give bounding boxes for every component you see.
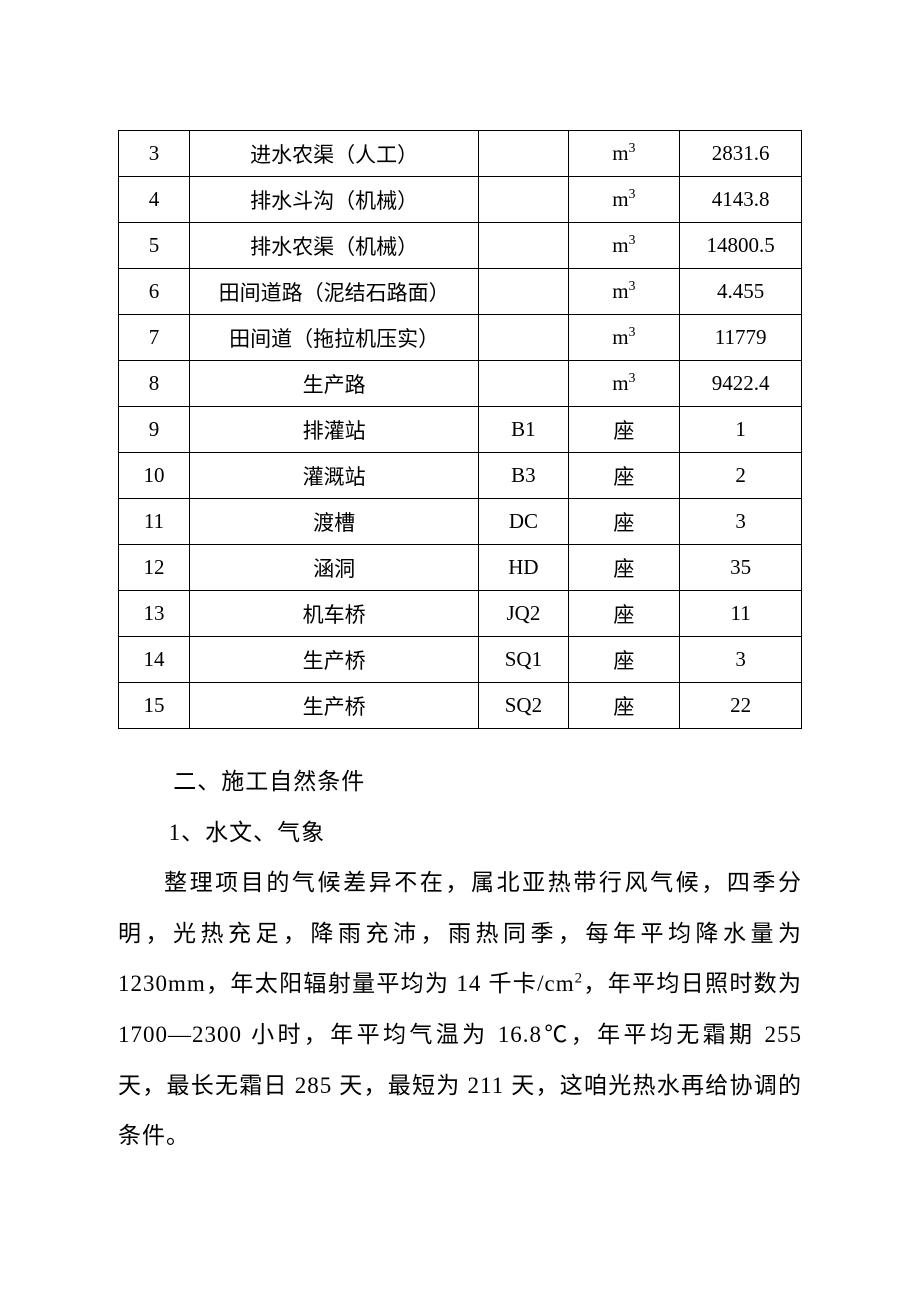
cell-index: 9 [119, 407, 190, 453]
cell-unit: m3 [568, 315, 680, 361]
table-row: 3进水农渠（人工） m32831.6 [119, 131, 802, 177]
cell-value: 2831.6 [680, 131, 802, 177]
cell-code: B1 [479, 407, 568, 453]
cell-code [479, 177, 568, 223]
cell-value: 11 [680, 591, 802, 637]
cell-code [479, 315, 568, 361]
cell-name: 田间道（拖拉机压实） [190, 315, 479, 361]
paragraph-superscript: 2 [575, 971, 583, 987]
cell-code: JQ2 [479, 591, 568, 637]
section-heading: 二、施工自然条件 [118, 757, 802, 808]
cell-value: 22 [680, 683, 802, 729]
cell-value: 2 [680, 453, 802, 499]
table-row: 6田间道路（泥结石路面） m34.455 [119, 269, 802, 315]
cell-unit: 座 [568, 453, 680, 499]
cell-name: 排水斗沟（机械） [190, 177, 479, 223]
cell-unit: 座 [568, 407, 680, 453]
cell-name: 田间道路（泥结石路面） [190, 269, 479, 315]
cell-unit: m3 [568, 223, 680, 269]
table-row: 15生产桥SQ2座22 [119, 683, 802, 729]
cell-unit: 座 [568, 545, 680, 591]
cell-value: 9422.4 [680, 361, 802, 407]
cell-value: 3 [680, 637, 802, 683]
cell-unit: 座 [568, 683, 680, 729]
cell-code: SQ1 [479, 637, 568, 683]
table-row: 5排水农渠（机械） m314800.5 [119, 223, 802, 269]
cell-unit: m3 [568, 361, 680, 407]
cell-code [479, 223, 568, 269]
cell-unit: 座 [568, 499, 680, 545]
table-row: 13机车桥JQ2座11 [119, 591, 802, 637]
cell-value: 11779 [680, 315, 802, 361]
cell-code: B3 [479, 453, 568, 499]
cell-name: 灌溉站 [190, 453, 479, 499]
cell-unit: m3 [568, 131, 680, 177]
paragraph: 整理项目的气候差异不在，属北亚热带行风气候，四季分明，光热充足，降雨充沛，雨热同… [118, 858, 802, 1162]
cell-code [479, 131, 568, 177]
cell-value: 14800.5 [680, 223, 802, 269]
body-text: 二、施工自然条件 1、水文、气象 整理项目的气候差异不在，属北亚热带行风气候，四… [118, 757, 802, 1162]
cell-index: 14 [119, 637, 190, 683]
project-quantity-table: 3进水农渠（人工）m32831.64排水斗沟（机械）m34143.85排水农渠（… [118, 130, 802, 729]
table-row: 12涵洞HD座35 [119, 545, 802, 591]
cell-unit: 座 [568, 591, 680, 637]
table-row: 9排灌站B1座1 [119, 407, 802, 453]
cell-name: 涵洞 [190, 545, 479, 591]
table-row: 10灌溉站B3座2 [119, 453, 802, 499]
cell-name: 进水农渠（人工） [190, 131, 479, 177]
cell-code: SQ2 [479, 683, 568, 729]
cell-index: 13 [119, 591, 190, 637]
cell-value: 4.455 [680, 269, 802, 315]
cell-index: 3 [119, 131, 190, 177]
cell-code: DC [479, 499, 568, 545]
cell-code [479, 361, 568, 407]
cell-name: 生产路 [190, 361, 479, 407]
table-row: 14生产桥SQ1座3 [119, 637, 802, 683]
cell-index: 12 [119, 545, 190, 591]
cell-unit: m3 [568, 177, 680, 223]
cell-value: 1 [680, 407, 802, 453]
table-row: 11渡槽DC座3 [119, 499, 802, 545]
cell-code [479, 269, 568, 315]
cell-unit: 座 [568, 637, 680, 683]
table-row: 4排水斗沟（机械） m34143.8 [119, 177, 802, 223]
cell-name: 生产桥 [190, 683, 479, 729]
cell-name: 机车桥 [190, 591, 479, 637]
paragraph-text-after: ，年平均日照时数为 1700—2300 小时，年平均气温为 16.8℃，年平均无… [118, 971, 802, 1148]
cell-index: 6 [119, 269, 190, 315]
cell-index: 5 [119, 223, 190, 269]
cell-code: HD [479, 545, 568, 591]
cell-name: 排灌站 [190, 407, 479, 453]
cell-name: 渡槽 [190, 499, 479, 545]
table-row: 8生产路 m39422.4 [119, 361, 802, 407]
cell-value: 3 [680, 499, 802, 545]
cell-index: 8 [119, 361, 190, 407]
cell-name: 排水农渠（机械） [190, 223, 479, 269]
cell-index: 7 [119, 315, 190, 361]
cell-unit: m3 [568, 269, 680, 315]
cell-name: 生产桥 [190, 637, 479, 683]
cell-value: 35 [680, 545, 802, 591]
cell-index: 11 [119, 499, 190, 545]
cell-index: 15 [119, 683, 190, 729]
cell-value: 4143.8 [680, 177, 802, 223]
cell-index: 10 [119, 453, 190, 499]
subsection-heading: 1、水文、气象 [118, 808, 802, 859]
cell-index: 4 [119, 177, 190, 223]
table-row: 7田间道（拖拉机压实） m311779 [119, 315, 802, 361]
